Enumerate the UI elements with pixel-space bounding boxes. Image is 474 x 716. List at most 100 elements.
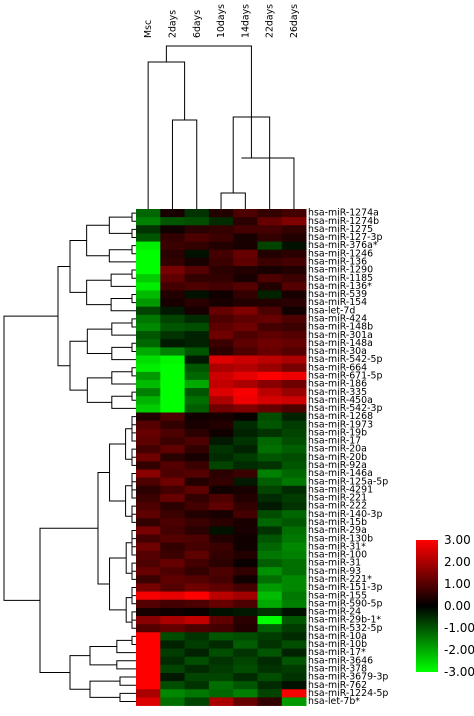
heatmap-cell (160, 355, 185, 365)
row-dendrogram-link (131, 453, 136, 466)
heatmap-cell (257, 689, 283, 698)
heatmap-cell (184, 664, 210, 674)
heatmap-cell (208, 550, 234, 560)
heatmap-cell (184, 469, 210, 479)
heatmap-cell (281, 607, 307, 617)
heatmap-cell (233, 209, 258, 218)
heatmap-cell (136, 469, 161, 479)
heatmap-cell (281, 534, 307, 544)
heatmap-cell (184, 559, 210, 568)
heatmap-cell (233, 607, 258, 617)
heatmap-cell (208, 502, 234, 511)
heatmap-cell (208, 404, 234, 413)
heatmap-cell (160, 681, 185, 690)
heatmap-cell (257, 445, 283, 454)
heatmap-cell (233, 314, 258, 324)
heatmap-cell (233, 339, 258, 348)
heatmap-cell (160, 542, 185, 552)
heatmap-cell (208, 363, 234, 373)
heatmap-cell (136, 461, 161, 470)
heatmap-cell (160, 274, 185, 283)
legend-tick-label: 0.00 (444, 599, 471, 613)
heatmap-cell (160, 322, 185, 332)
heatmap-cell (233, 624, 258, 633)
heatmap-cell (136, 542, 161, 552)
row-dendrogram-link (69, 240, 87, 293)
row-dendrogram-link (108, 216, 132, 234)
heatmap-cell (160, 599, 185, 609)
heatmap-cell (233, 461, 258, 470)
row-label: hsa-miR-335 (308, 387, 367, 398)
row-label: hsa-miR-24 (308, 607, 361, 618)
column-dendrogram-link (241, 157, 295, 209)
column-dendrogram-link (171, 119, 198, 209)
heatmap-cell (257, 436, 283, 446)
row-dendrogram-link (89, 680, 120, 698)
heatmap-cell (208, 640, 234, 649)
heatmap-cell (281, 298, 307, 308)
row-label: hsa-miR-376a* (308, 240, 378, 251)
row-dendrogram-link (119, 692, 136, 702)
heatmap-cell (233, 379, 258, 389)
heatmap-cell (257, 225, 283, 234)
heatmap-cell (233, 664, 258, 674)
heatmap-cell (184, 599, 210, 609)
heatmap-cell (281, 436, 307, 446)
heatmap-cell (233, 388, 258, 397)
heatmap-cell (257, 274, 283, 283)
row-dendrogram (3, 212, 136, 702)
heatmap-cell (257, 526, 283, 535)
heatmap-cell (136, 428, 161, 438)
heatmap-cell (233, 469, 258, 479)
heatmap-cell (233, 396, 258, 405)
heatmap-cell (233, 648, 258, 658)
heatmap-cell (257, 518, 283, 527)
heatmap-cell (160, 347, 185, 356)
heatmap-cell (160, 550, 185, 560)
heatmap-cell (208, 233, 234, 242)
heatmap-cell (208, 420, 234, 430)
heatmap-cell (184, 379, 210, 389)
heatmap-cell (233, 217, 258, 226)
heatmap-cell (160, 672, 185, 682)
heatmap-cell (208, 453, 234, 462)
row-label: hsa-miR-154 (308, 297, 367, 308)
heatmap-cell (160, 640, 185, 649)
heatmap-cell (160, 697, 185, 706)
heatmap-cell (136, 559, 161, 568)
row-dendrogram-link (39, 527, 98, 673)
heatmap-cell (184, 225, 210, 234)
heatmap-cell (136, 689, 161, 698)
heatmap-cell (233, 640, 258, 649)
heatmap-cell (208, 648, 234, 658)
heatmap-cell (136, 607, 161, 617)
row-label: hsa-miR-539 (308, 289, 367, 300)
heatmap-cell (184, 355, 210, 365)
heatmap-cell (184, 306, 210, 316)
heatmap-cell (233, 371, 258, 381)
heatmap-cell (281, 583, 307, 592)
heatmap-cell (184, 502, 210, 511)
heatmap-cell (184, 591, 210, 601)
heatmap-cell (160, 428, 185, 438)
heatmap-cell (257, 306, 283, 316)
heatmap-cell (257, 681, 283, 690)
heatmap-cell (136, 363, 161, 373)
heatmap-cell (184, 314, 210, 324)
row-label: hsa-miR-1268 (308, 411, 373, 422)
row-dendrogram-link (69, 340, 88, 391)
heatmap-cell (160, 485, 185, 495)
heatmap-cell (184, 575, 210, 584)
row-dendrogram-link (131, 611, 136, 621)
heatmap-cell (160, 257, 185, 267)
heatmap-cell (136, 265, 161, 275)
heatmap-cells (136, 209, 307, 706)
heatmap-cell (136, 664, 161, 674)
heatmap-cell (208, 445, 234, 454)
row-dendrogram-link (89, 646, 117, 666)
heatmap-cell (208, 616, 234, 625)
heatmap-cell (160, 453, 185, 462)
row-label: hsa-miR-671-5p (308, 370, 382, 381)
row-label: hsa-miR-29b-1* (308, 615, 381, 626)
heatmap-cell (184, 672, 210, 682)
